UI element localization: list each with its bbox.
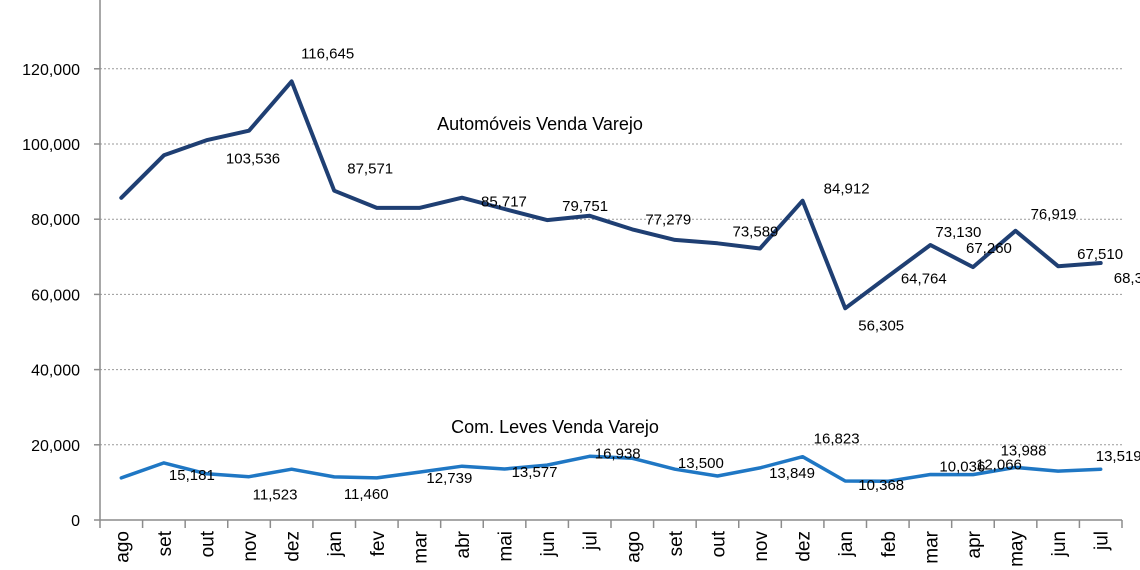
data-label: 68,357 [1114,270,1140,287]
x-tick-label: mar [410,530,431,563]
x-tick-label: may [1007,531,1028,567]
data-label: 64,764 [901,270,947,287]
x-tick-label: apr [964,530,985,558]
x-tick-label: ago [623,531,644,563]
data-label: 87,571 [347,161,393,178]
data-label: 77,279 [645,211,691,228]
x-tick-label: nov [751,531,772,562]
x-tick-labels: ago set out nov dez jan fev mar abr mai jun jul ago s… [99,520,1123,567]
y-tick-label: 0 [71,513,80,530]
data-label: 85,717 [481,194,527,211]
data-label: 13,500 [678,455,724,472]
x-tick-label: dez [283,531,304,562]
x-tick-label: mar [921,530,942,563]
data-label: 76,919 [1031,206,1077,223]
data-label: 103,536 [226,151,280,168]
series-names: Automóveis Venda Varejo Com. Leves Venda … [437,114,659,437]
data-label: 11,523 [253,487,298,504]
x-tick-label: jul [1092,531,1113,551]
x-tick-label: jan [836,531,857,557]
y-tick-label: 100,000 [22,137,80,154]
data-label: 11,460 [344,486,389,503]
data-label: 12,066 [976,457,1022,474]
data-label: 73,589 [733,223,779,240]
x-tick-label: jul [581,531,602,551]
x-tick-label: jun [1049,531,1070,557]
x-tick-label: out [197,530,218,557]
data-label: 73,130 [935,224,981,241]
series-line-1 [119,79,1103,311]
y-tick-label: 60,000 [31,287,80,304]
x-tick-label: mai [496,531,517,562]
x-tick-label: jan [325,531,346,557]
x-tick-label: set [666,530,687,556]
data-label: 116,645 [301,45,354,62]
y-tick-label: 120,000 [22,62,80,79]
data-label: 56,305 [858,317,904,334]
data-label: 15,181 [169,467,215,484]
x-tick-label: abr [453,530,474,558]
x-tick-label: set [155,530,176,556]
y-tick-label: 40,000 [31,363,80,380]
data-label: 16,938 [595,445,641,462]
data-label: 13,988 [1001,442,1047,459]
axes [99,0,1122,521]
series-name-label: Automóveis Venda Varejo [437,114,643,134]
series-line-2 [119,454,1103,484]
data-label: 13,849 [769,465,815,482]
y-tick-labels: 0 20,000 40,000 60,000 80,000 100,000 120,000 [22,62,100,530]
data-label: 16,823 [814,431,860,448]
data-label: 79,751 [562,198,608,215]
data-label: 12,739 [426,470,472,487]
x-tick-label: ago [112,531,133,563]
series-lines [119,79,1103,484]
y-tick-label: 20,000 [31,438,80,455]
x-tick-label: nov [240,531,261,562]
x-tick-label: dez [794,531,815,562]
series-name-label: Com. Leves Venda Varejo [451,417,659,437]
data-label: 13,577 [512,464,558,481]
x-tick-label: feb [879,531,900,557]
x-tick-label: jun [538,531,559,557]
x-tick-label: fev [368,531,389,557]
data-label: 67,260 [966,240,1012,257]
y-tick-label: 80,000 [31,212,80,229]
data-labels: 116,645 103,536 87,571 85,717 79,751 77,279 73… [169,45,1140,503]
data-label: 10,036 [939,459,985,476]
data-label: 67,510 [1077,246,1123,263]
data-label: 13,519 [1096,448,1140,465]
data-label: 84,912 [824,181,870,198]
data-label: 10,368 [858,477,904,494]
x-tick-label: out [708,530,729,557]
